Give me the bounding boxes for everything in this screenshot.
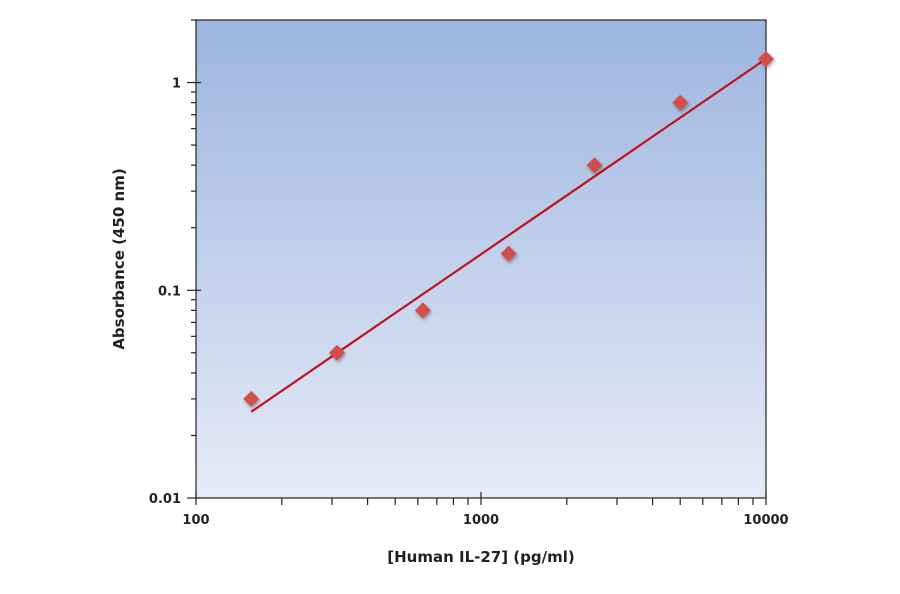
data-point-diamond <box>758 50 774 67</box>
x-tick-label: 10000 <box>743 513 788 528</box>
data-point-diamond <box>414 302 431 319</box>
data-point-diamond <box>500 245 517 262</box>
x-tick-label: 1000 <box>463 513 499 528</box>
x-axis-ticks <box>195 492 767 505</box>
data-point-diamond <box>672 94 689 111</box>
y-axis-tick-labels: 0.01 0.1 1 <box>149 77 181 507</box>
x-axis-title: [Human IL-27] (pg/ml) <box>387 548 575 566</box>
x-axis-tick-labels: 100 1000 10000 <box>182 513 788 528</box>
data-point-diamond <box>329 344 346 361</box>
data-point-diamond <box>243 390 260 407</box>
y-tick-label: 0.01 <box>149 492 181 507</box>
y-axis-ticks <box>187 19 201 499</box>
plot-area <box>195 19 767 499</box>
y-tick-label: 1 <box>172 77 181 92</box>
y-tick-label: 0.1 <box>158 284 181 299</box>
series-layer <box>243 50 774 413</box>
y-axis-title: Absorbance (450 nm) <box>110 168 128 349</box>
data-point-diamond <box>586 157 603 174</box>
x-tick-label: 100 <box>182 513 209 528</box>
